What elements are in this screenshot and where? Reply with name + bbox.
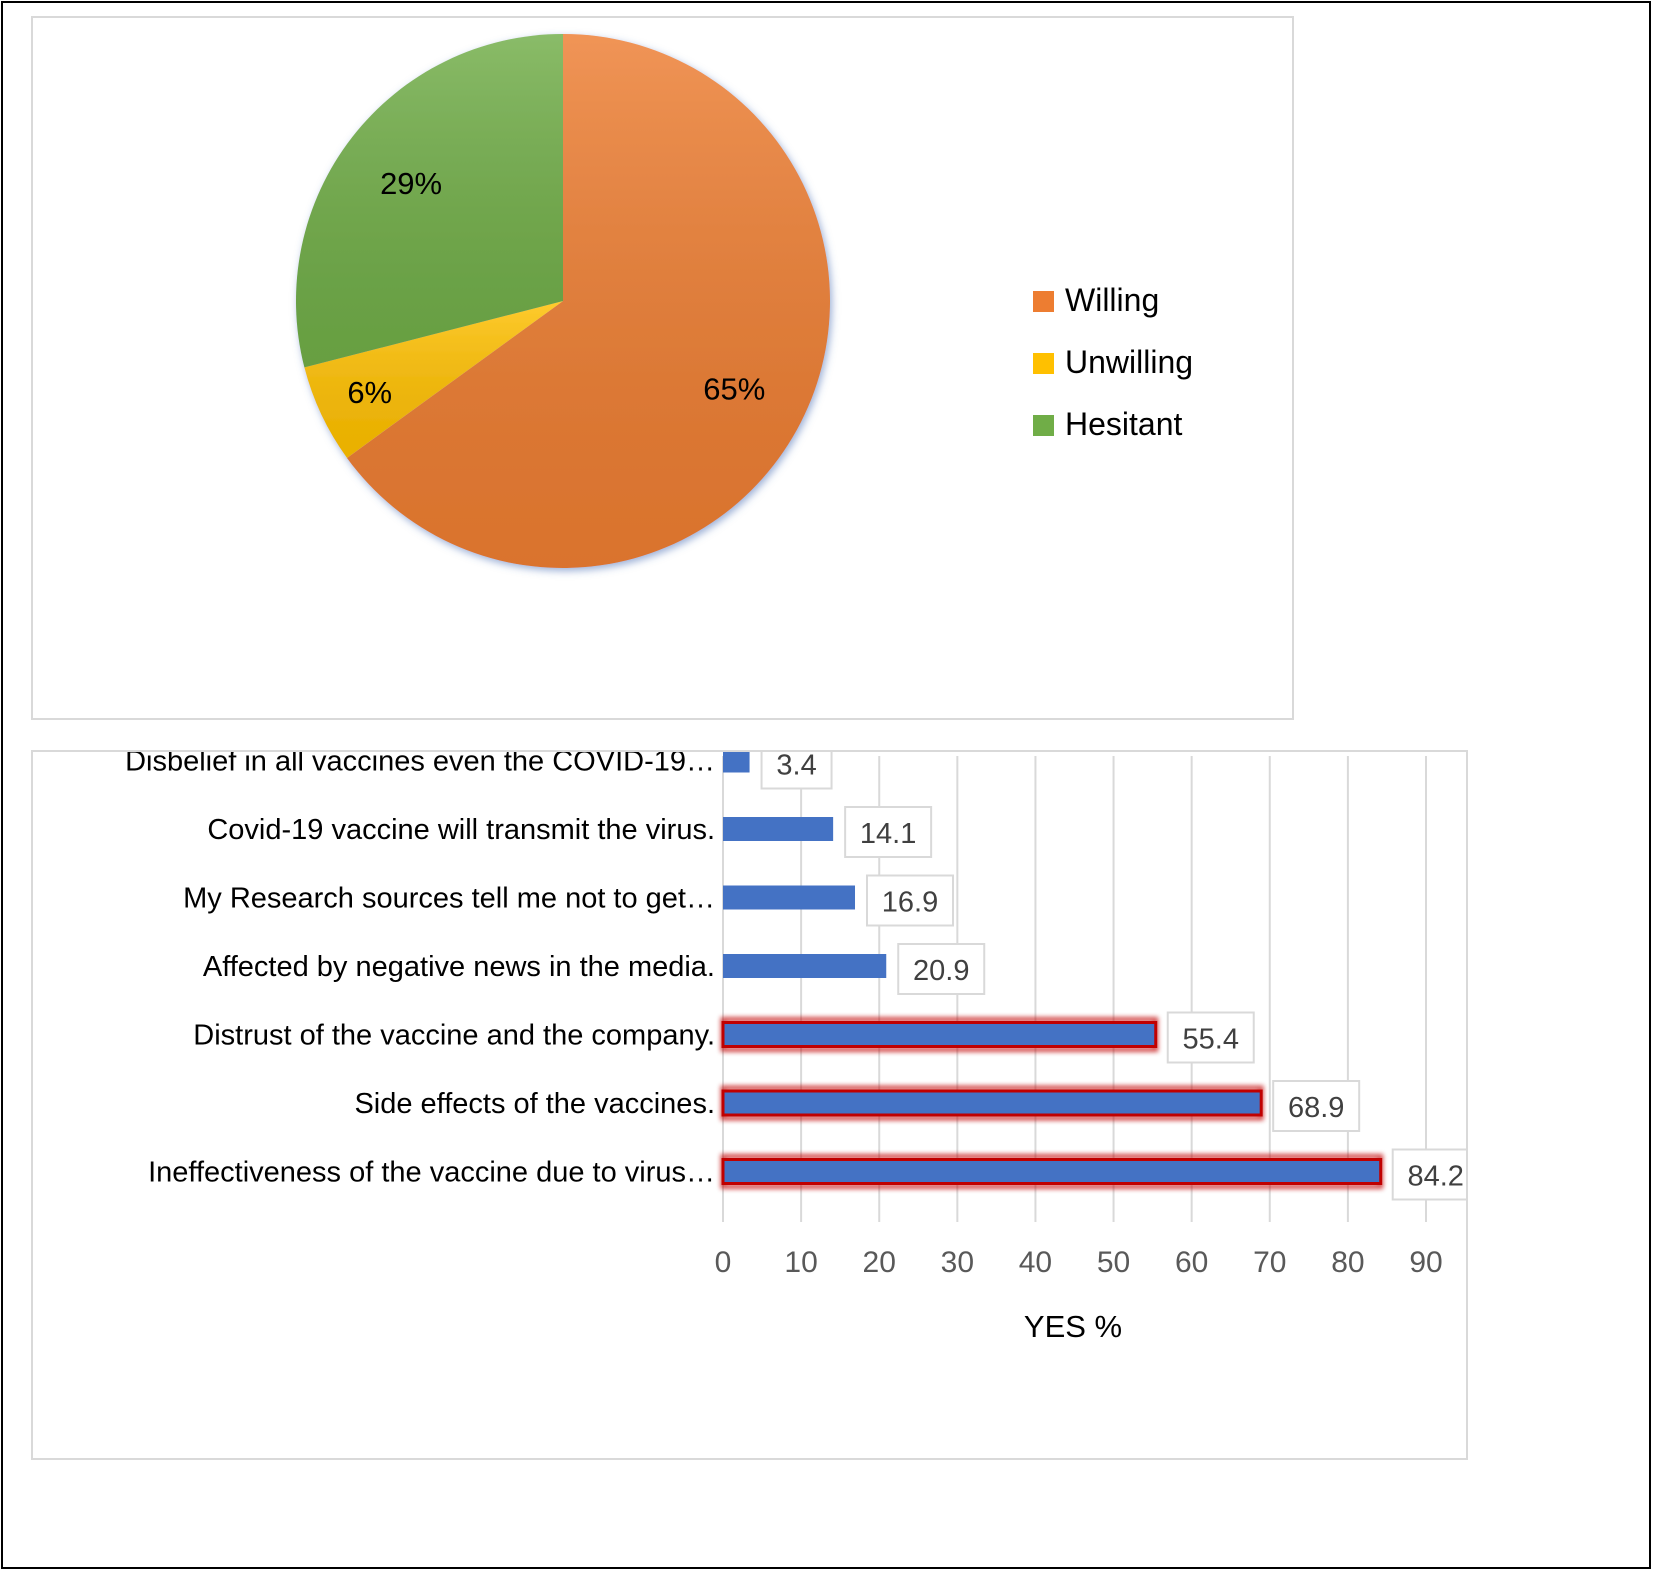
data-label: 84.2 bbox=[1407, 1161, 1463, 1193]
x-tick-label: 40 bbox=[1019, 1246, 1052, 1279]
pie-label-unwilling: 6% bbox=[347, 375, 392, 410]
legend-swatch bbox=[1033, 415, 1054, 436]
pie-label-hesitant: 29% bbox=[380, 166, 442, 201]
category-label: Disbelief in all vaccines even the COVID… bbox=[125, 752, 715, 778]
x-tick-label: 30 bbox=[941, 1246, 974, 1279]
bar-chart: 3.4 14.1 16.9 20.9 55.4 68.9 84.2 Disbelief in… bbox=[125, 737, 1480, 1344]
bar-group: 20.9 bbox=[723, 943, 986, 995]
category-label: Ineffectiveness of the vaccine due to vi… bbox=[148, 1157, 715, 1189]
legend-label: Unwilling bbox=[1065, 344, 1193, 380]
x-tick-label: 90 bbox=[1409, 1246, 1442, 1279]
legend-swatch bbox=[1033, 353, 1054, 374]
bar-group: 14.1 bbox=[723, 806, 933, 858]
bar bbox=[721, 1158, 1383, 1185]
bar bbox=[721, 1089, 1263, 1117]
legend-item-unwilling: Unwilling bbox=[1033, 344, 1193, 380]
data-label-box bbox=[844, 806, 933, 858]
data-label: 20.9 bbox=[913, 955, 969, 987]
category-label: My Research sources tell me not to get… bbox=[183, 883, 715, 915]
legend-item-hesitant: Hesitant bbox=[1033, 406, 1183, 442]
category-label: Affected by negative news in the media. bbox=[203, 951, 715, 983]
data-label-box bbox=[1272, 1080, 1361, 1132]
pie-legend: Willing Unwilling Hesitant bbox=[1033, 282, 1193, 442]
bar-group: 3.4 bbox=[723, 737, 833, 790]
x-tick-label: 50 bbox=[1097, 1246, 1130, 1279]
bar bbox=[723, 885, 856, 910]
pie-slice-willing bbox=[346, 34, 830, 569]
category-label: Side effects of the vaccines. bbox=[354, 1088, 715, 1120]
legend-label: Hesitant bbox=[1065, 406, 1183, 442]
x-gridlines bbox=[722, 756, 1427, 1222]
bar-group: 68.9 bbox=[720, 1080, 1361, 1132]
x-tick-label: 0 bbox=[715, 1246, 732, 1279]
legend-item-willing: Willing bbox=[1033, 282, 1159, 318]
bar-group: 84.2 bbox=[720, 1148, 1480, 1201]
pie-slice-unwilling bbox=[304, 301, 563, 458]
legend-label: Willing bbox=[1065, 282, 1159, 318]
bar-chart-panel: 3.4 14.1 16.9 20.9 55.4 68.9 84.2 Disbelief in… bbox=[31, 737, 1480, 1460]
data-label-box bbox=[1166, 1011, 1255, 1064]
bar bbox=[721, 1021, 1158, 1048]
data-label: 3.4 bbox=[776, 752, 816, 782]
x-tick-label: 70 bbox=[1253, 1246, 1286, 1279]
bar-group: 16.9 bbox=[723, 874, 955, 927]
pie-label-willing: 65% bbox=[703, 371, 765, 406]
pie-chart-panel: 65% 6% 29% Willing Unwilling Hesitant bbox=[31, 16, 1294, 720]
x-axis-title: YES % bbox=[1024, 1309, 1122, 1344]
bar bbox=[723, 748, 750, 773]
data-label: 55.4 bbox=[1183, 1024, 1239, 1056]
category-label: Covid-19 vaccine will transmit the virus… bbox=[207, 814, 715, 846]
category-label: Distrust of the vaccine and the company. bbox=[193, 1020, 715, 1052]
pie-slice-hesitant bbox=[296, 34, 563, 368]
bar bbox=[723, 954, 887, 978]
x-tick-label: 10 bbox=[784, 1246, 817, 1279]
data-label-box bbox=[866, 874, 955, 927]
legend-swatch bbox=[1033, 291, 1054, 312]
data-label: 68.9 bbox=[1288, 1092, 1344, 1124]
x-tick-label: 80 bbox=[1331, 1246, 1364, 1279]
x-tick-label: 60 bbox=[1175, 1246, 1208, 1279]
bar-group: 55.4 bbox=[720, 1011, 1255, 1064]
data-label: 16.9 bbox=[882, 887, 938, 919]
data-label-box bbox=[897, 943, 986, 995]
pie-chart: 65% 6% 29% Willing Unwilling Hesitant bbox=[296, 34, 1193, 569]
bar bbox=[723, 817, 834, 841]
x-tick-label: 20 bbox=[863, 1246, 896, 1279]
data-label: 14.1 bbox=[860, 818, 916, 850]
